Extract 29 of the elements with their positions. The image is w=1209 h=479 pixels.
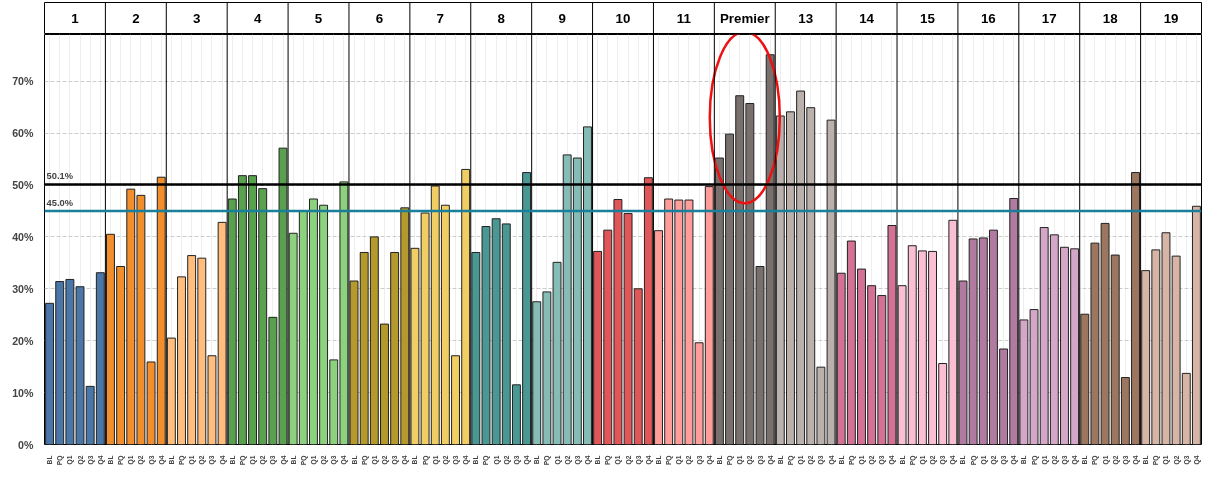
text: 6 [375, 11, 384, 26]
text: 3 [193, 11, 201, 26]
text: 19 [1163, 11, 1179, 26]
y-tick-label: 40% [12, 230, 35, 243]
text: 8 [497, 11, 505, 26]
y-tick-label: 0% [18, 438, 35, 451]
text: 9 [558, 11, 566, 26]
text: 4 [253, 11, 262, 26]
ref-line-label: 45.0% [46, 197, 74, 208]
y-tick-label: 70% [12, 75, 35, 88]
text: 17 [1041, 11, 1057, 26]
text: 2 [132, 11, 140, 26]
text: 15 [920, 11, 936, 26]
text: 10 [615, 11, 631, 26]
text: 18 [1102, 11, 1118, 26]
y-tick-label: 20% [12, 334, 35, 347]
ref-line-label: 50.1% [46, 171, 74, 182]
y-tick-label: 50% [12, 179, 35, 192]
text: 7 [436, 11, 445, 26]
text: 11 [676, 11, 692, 26]
text: 13 [798, 11, 814, 26]
y-tick-label: 60% [12, 127, 35, 140]
text: Premier [719, 11, 770, 26]
y-tick-label: 10% [12, 386, 35, 399]
text: 1 [71, 11, 80, 26]
y-tick-label: 30% [12, 282, 35, 295]
text: 16 [980, 11, 996, 26]
text: 14 [859, 11, 875, 26]
text: 5 [314, 11, 323, 26]
